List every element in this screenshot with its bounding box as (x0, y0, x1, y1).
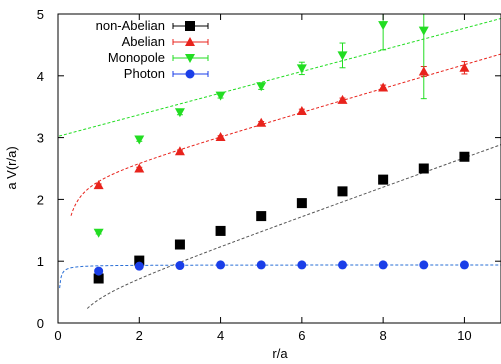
x-tick-label: 10 (457, 328, 471, 343)
x-axis-label: r/a (272, 346, 288, 361)
y-tick-label: 3 (37, 131, 44, 146)
x-tick-label: 4 (217, 328, 224, 343)
point-abelian (134, 163, 145, 173)
point-abelian (459, 62, 470, 72)
legend-marker-abelian (185, 37, 195, 46)
point-non-abelian (296, 198, 307, 209)
x-tick-label: 6 (298, 328, 305, 343)
point-abelian (296, 106, 307, 116)
fit-curve-non-abelian (86, 144, 501, 309)
fit-curve-monopole (58, 17, 501, 137)
point-non-abelian (337, 186, 348, 197)
legend-label-monopole: Monopole (108, 50, 165, 65)
x-tick-label: 8 (380, 328, 387, 343)
point-abelian (256, 117, 267, 127)
point-monopole (93, 228, 104, 238)
y-tick-label: 2 (37, 192, 44, 207)
y-axis-label: a V(r/a) (4, 146, 19, 189)
point-non-abelian (378, 174, 389, 185)
legend-label-abelian: Abelian (122, 34, 165, 49)
point-abelian (93, 180, 104, 190)
point-photon (94, 266, 104, 276)
point-monopole (337, 51, 348, 61)
point-abelian (337, 94, 348, 104)
point-monopole (256, 82, 267, 92)
legend-label-non-abelian: non-Abelian (96, 18, 165, 33)
y-tick-label: 0 (37, 316, 44, 331)
point-non-abelian (93, 273, 104, 284)
point-monopole (215, 91, 226, 101)
point-non-abelian (459, 151, 470, 162)
point-photon (175, 261, 185, 271)
legend-marker-monopole (185, 54, 195, 63)
legend-marker-non-abelian (185, 21, 195, 31)
point-photon (459, 260, 469, 270)
point-abelian (378, 82, 389, 92)
point-photon (337, 260, 347, 270)
point-photon (419, 260, 429, 270)
point-monopole (134, 135, 145, 145)
point-monopole (418, 26, 429, 36)
axis-ticks (57, 13, 501, 324)
y-tick-labels: 0 1 2 3 4 5 (37, 7, 44, 331)
data-points (93, 21, 470, 284)
point-abelian (174, 146, 185, 156)
point-photon (378, 260, 388, 270)
x-tick-label: 0 (54, 328, 61, 343)
point-photon (256, 260, 266, 270)
point-non-abelian (256, 211, 267, 222)
point-non-abelian (134, 255, 145, 266)
plot-frame (57, 13, 501, 324)
point-photon (216, 260, 226, 270)
point-abelian (215, 131, 226, 141)
point-monopole (174, 108, 185, 118)
y-tick-label: 5 (37, 7, 44, 22)
point-non-abelian (418, 163, 429, 174)
point-photon (297, 260, 307, 270)
legend-marker-photon (185, 69, 195, 79)
point-abelian (418, 66, 429, 76)
x-tick-labels: 0 2 4 6 8 10 (54, 328, 471, 343)
point-photon (134, 261, 144, 271)
point-monopole (296, 64, 307, 74)
point-monopole (378, 21, 389, 31)
y-tick-label: 1 (37, 254, 44, 269)
x-tick-label: 2 (136, 328, 143, 343)
point-non-abelian (174, 239, 185, 250)
legend-label-photon: Photon (124, 66, 165, 81)
point-non-abelian (215, 225, 226, 236)
y-tick-label: 4 (37, 69, 44, 84)
